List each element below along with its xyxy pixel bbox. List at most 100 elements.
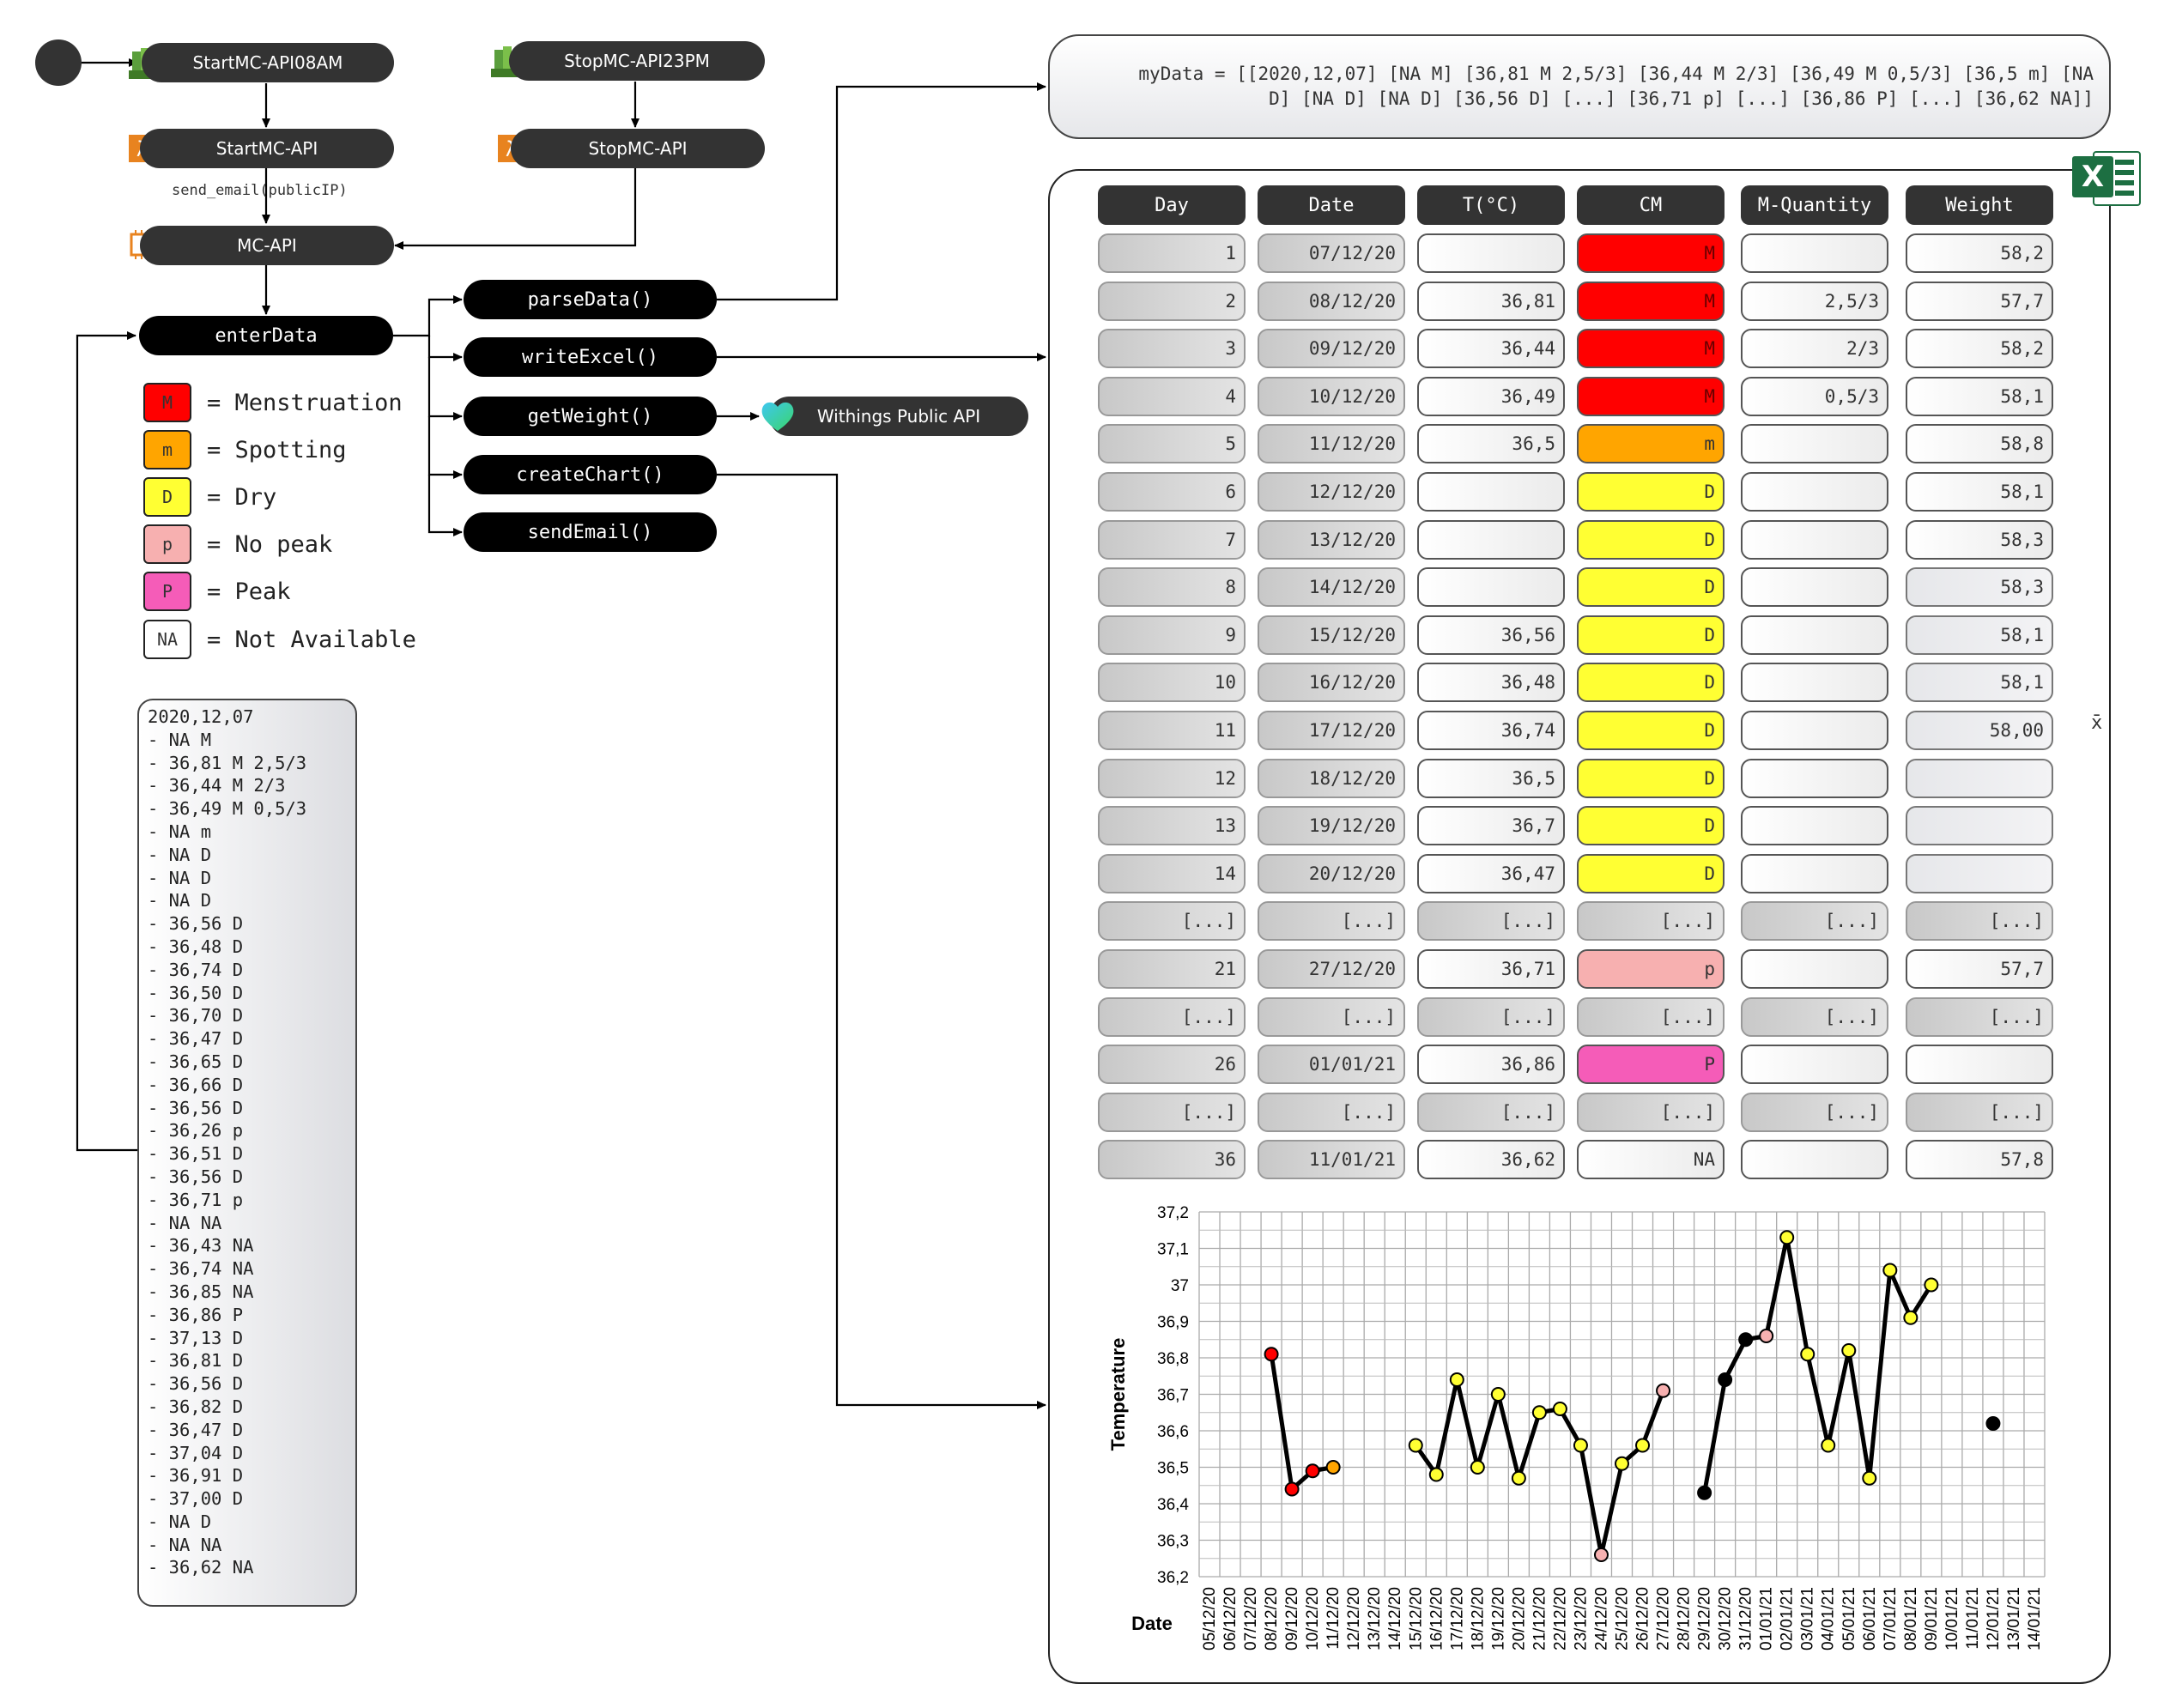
- table-cell-day[interactable]: [...]: [1098, 996, 1246, 1037]
- table-cell-cm[interactable]: NA: [1577, 1140, 1725, 1180]
- table-cell-date[interactable]: 17/12/20: [1258, 711, 1405, 750]
- table-cell-date[interactable]: 11/01/21: [1258, 1140, 1405, 1180]
- table-cell-day[interactable]: 1: [1098, 233, 1246, 273]
- table-cell-mq[interactable]: [1741, 472, 1888, 512]
- table-cell-day[interactable]: 36: [1098, 1140, 1246, 1180]
- table-cell-date[interactable]: 09/12/20: [1258, 329, 1405, 369]
- table-cell-day[interactable]: 21: [1098, 949, 1246, 989]
- table-cell-day[interactable]: 5: [1098, 424, 1246, 464]
- table-cell-date[interactable]: 12/12/20: [1258, 472, 1405, 512]
- start-lambda-pill[interactable]: StartMC-API: [140, 129, 394, 168]
- table-cell-day[interactable]: 2: [1098, 281, 1246, 321]
- table-cell-weight[interactable]: 58,2: [1906, 329, 2053, 369]
- stop-trigger-pill[interactable]: StopMC-API23PM: [509, 41, 765, 81]
- table-cell-mq[interactable]: [1741, 233, 1888, 273]
- table-cell-temp[interactable]: [1417, 519, 1565, 560]
- table-cell-day[interactable]: 8: [1098, 567, 1246, 608]
- table-cell-weight[interactable]: [1906, 1045, 2053, 1085]
- table-cell-temp[interactable]: 36,49: [1417, 376, 1565, 416]
- table-cell-temp[interactable]: [1417, 233, 1565, 273]
- stop-lambda-pill[interactable]: StopMC-API: [511, 129, 765, 168]
- send-email-pill[interactable]: sendEmail(): [464, 512, 717, 552]
- table-cell-weight[interactable]: 57,7: [1906, 281, 2053, 321]
- table-cell-day[interactable]: [...]: [1098, 1092, 1246, 1132]
- table-cell-day[interactable]: 11: [1098, 711, 1246, 750]
- table-cell-mq[interactable]: [1741, 1045, 1888, 1085]
- start-trigger-pill[interactable]: StartMC-API08AM: [142, 43, 394, 82]
- mc-api-pill[interactable]: MC-API: [140, 226, 394, 265]
- get-weight-pill[interactable]: getWeight(): [464, 397, 717, 436]
- table-cell-temp[interactable]: [1417, 472, 1565, 512]
- table-cell-cm[interactable]: D: [1577, 663, 1725, 703]
- table-cell-day[interactable]: 4: [1098, 376, 1246, 416]
- table-cell-weight[interactable]: [1906, 758, 2053, 798]
- table-cell-mq[interactable]: [1741, 758, 1888, 798]
- write-excel-pill[interactable]: writeExcel(): [464, 337, 717, 377]
- table-cell-cm[interactable]: D: [1577, 472, 1725, 512]
- table-cell-day[interactable]: 6: [1098, 472, 1246, 512]
- table-cell-cm[interactable]: D: [1577, 519, 1725, 560]
- table-cell-mq[interactable]: [1741, 853, 1888, 893]
- table-cell-weight[interactable]: 58,8: [1906, 424, 2053, 464]
- table-cell-mq[interactable]: [1741, 711, 1888, 750]
- table-cell-temp[interactable]: [...]: [1417, 1092, 1565, 1132]
- table-cell-date[interactable]: 14/12/20: [1258, 567, 1405, 608]
- table-cell-weight[interactable]: 58,3: [1906, 567, 2053, 608]
- table-cell-cm[interactable]: P: [1577, 1045, 1725, 1085]
- table-cell-date[interactable]: 18/12/20: [1258, 758, 1405, 798]
- table-cell-weight[interactable]: 58,2: [1906, 233, 2053, 273]
- table-cell-mq[interactable]: [1741, 567, 1888, 608]
- table-cell-date[interactable]: [...]: [1258, 996, 1405, 1037]
- withings-api-pill[interactable]: Withings Public API: [769, 397, 1028, 436]
- table-cell-date[interactable]: [...]: [1258, 901, 1405, 942]
- table-cell-weight[interactable]: 57,7: [1906, 949, 2053, 989]
- table-cell-date[interactable]: 01/01/21: [1258, 1045, 1405, 1085]
- table-cell-cm[interactable]: D: [1577, 567, 1725, 608]
- table-cell-day[interactable]: [...]: [1098, 901, 1246, 942]
- table-cell-mq[interactable]: [1741, 663, 1888, 703]
- table-cell-weight[interactable]: 58,3: [1906, 519, 2053, 560]
- table-cell-temp[interactable]: 36,5: [1417, 758, 1565, 798]
- table-cell-weight[interactable]: [...]: [1906, 1092, 2053, 1132]
- table-cell-day[interactable]: 7: [1098, 519, 1246, 560]
- table-cell-temp[interactable]: [1417, 567, 1565, 608]
- table-cell-mq[interactable]: [...]: [1741, 901, 1888, 942]
- table-cell-cm[interactable]: M: [1577, 329, 1725, 369]
- table-cell-temp[interactable]: 36,56: [1417, 615, 1565, 655]
- table-cell-mq[interactable]: [1741, 949, 1888, 989]
- table-cell-day[interactable]: 26: [1098, 1045, 1246, 1085]
- table-cell-temp[interactable]: 36,44: [1417, 329, 1565, 369]
- table-cell-cm[interactable]: m: [1577, 424, 1725, 464]
- table-cell-cm[interactable]: D: [1577, 711, 1725, 750]
- table-cell-weight[interactable]: 57,8: [1906, 1140, 2053, 1180]
- table-cell-cm[interactable]: M: [1577, 233, 1725, 273]
- table-cell-date[interactable]: 27/12/20: [1258, 949, 1405, 989]
- table-cell-date[interactable]: 19/12/20: [1258, 806, 1405, 846]
- create-chart-pill[interactable]: createChart(): [464, 455, 717, 494]
- table-cell-temp[interactable]: [...]: [1417, 901, 1565, 942]
- table-cell-weight[interactable]: 58,1: [1906, 615, 2053, 655]
- table-cell-day[interactable]: 3: [1098, 329, 1246, 369]
- table-cell-cm[interactable]: [...]: [1577, 901, 1725, 942]
- table-cell-temp[interactable]: 36,47: [1417, 853, 1565, 893]
- table-cell-mq[interactable]: 0,5/3: [1741, 376, 1888, 416]
- table-cell-temp[interactable]: [...]: [1417, 996, 1565, 1037]
- table-cell-date[interactable]: 11/12/20: [1258, 424, 1405, 464]
- table-cell-cm[interactable]: D: [1577, 615, 1725, 655]
- table-cell-temp[interactable]: 36,71: [1417, 949, 1565, 989]
- table-cell-temp[interactable]: 36,48: [1417, 663, 1565, 703]
- table-cell-mq[interactable]: [1741, 519, 1888, 560]
- table-cell-weight[interactable]: 58,1: [1906, 663, 2053, 703]
- table-cell-day[interactable]: 13: [1098, 806, 1246, 846]
- table-cell-cm[interactable]: D: [1577, 806, 1725, 846]
- table-cell-mq[interactable]: 2,5/3: [1741, 281, 1888, 321]
- table-cell-weight[interactable]: 58,1: [1906, 472, 2053, 512]
- table-cell-weight[interactable]: [1906, 853, 2053, 893]
- table-cell-date[interactable]: 20/12/20: [1258, 853, 1405, 893]
- table-cell-date[interactable]: [...]: [1258, 1092, 1405, 1132]
- table-cell-mq[interactable]: [...]: [1741, 1092, 1888, 1132]
- table-cell-cm[interactable]: [...]: [1577, 996, 1725, 1037]
- table-cell-date[interactable]: 13/12/20: [1258, 519, 1405, 560]
- table-cell-temp[interactable]: 36,86: [1417, 1045, 1565, 1085]
- table-cell-temp[interactable]: 36,5: [1417, 424, 1565, 464]
